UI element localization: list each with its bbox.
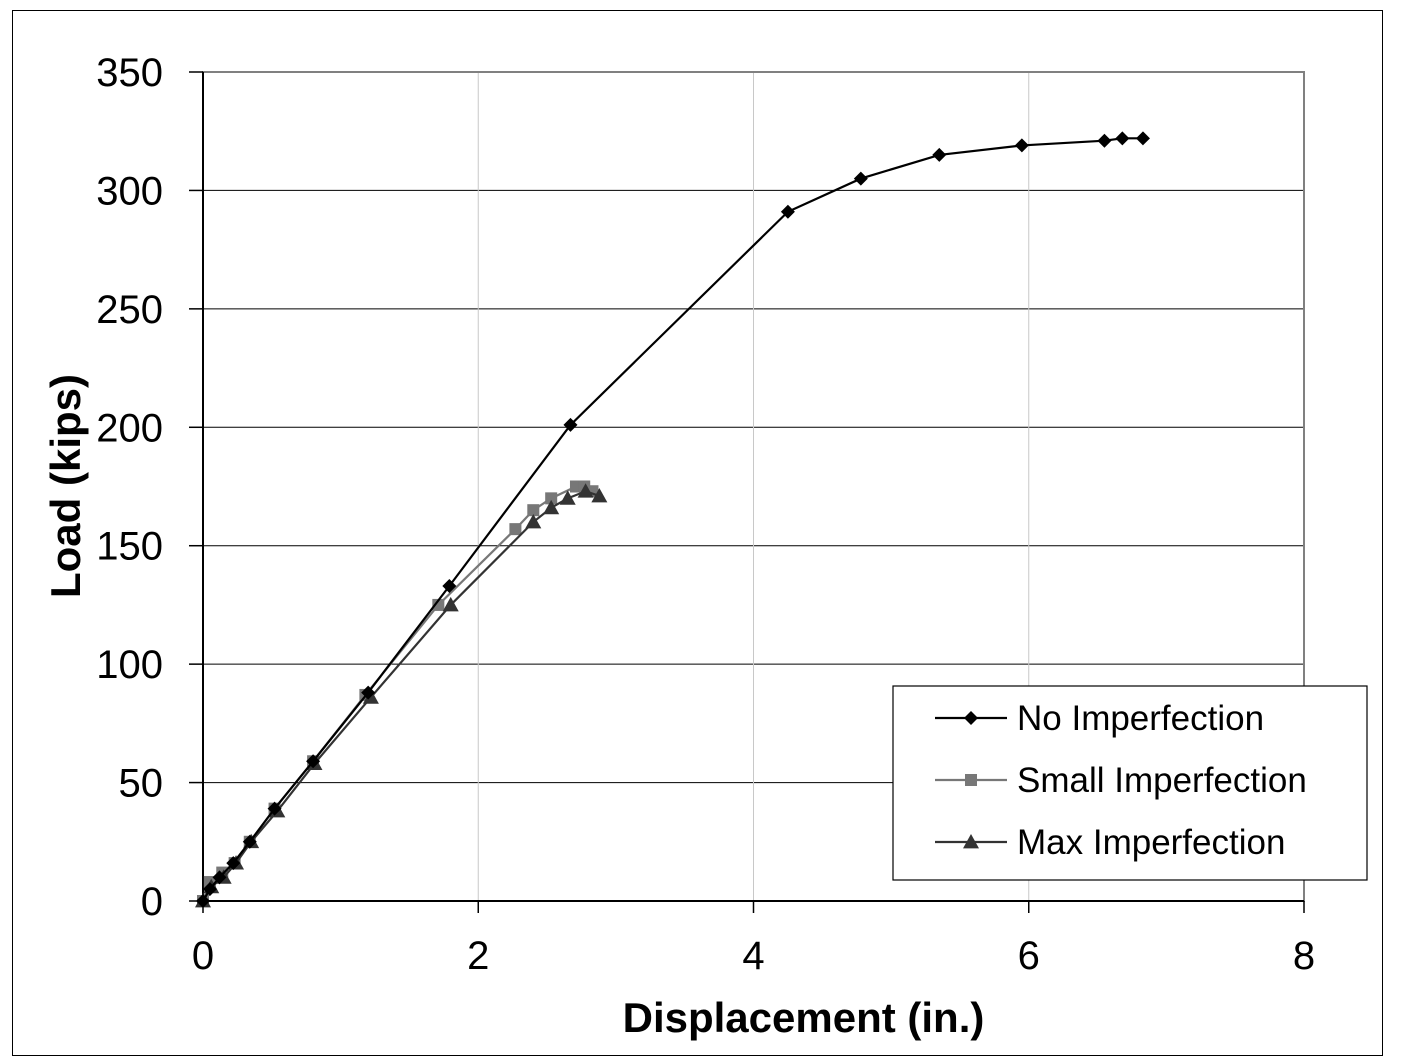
x-tick-label: 8 bbox=[1293, 934, 1315, 978]
y-tick-label: 350 bbox=[96, 51, 163, 95]
data-point bbox=[306, 754, 321, 769]
x-tick-label: 6 bbox=[1018, 934, 1040, 978]
data-point bbox=[1135, 131, 1150, 146]
data-point bbox=[212, 870, 227, 885]
data-point bbox=[196, 894, 210, 908]
y-tick-label: 100 bbox=[96, 643, 163, 687]
data-point bbox=[853, 171, 868, 186]
y-tick-label: 300 bbox=[96, 169, 163, 213]
data-point bbox=[527, 504, 540, 517]
data-point bbox=[442, 578, 457, 593]
data-point bbox=[559, 490, 576, 505]
series-no-imperfection bbox=[196, 131, 1150, 908]
data-point bbox=[242, 834, 257, 849]
series-layer bbox=[195, 131, 1150, 908]
data-point bbox=[267, 801, 282, 816]
legend-item: No Imperfection bbox=[935, 699, 1264, 738]
data-point bbox=[1097, 133, 1112, 148]
data-point bbox=[432, 598, 445, 611]
data-point bbox=[563, 417, 578, 432]
x-tick-label: 4 bbox=[742, 934, 764, 978]
data-point bbox=[202, 882, 217, 897]
y-tick-label: 150 bbox=[96, 525, 163, 569]
y-tick-label: 250 bbox=[96, 288, 163, 332]
data-point bbox=[525, 514, 542, 529]
data-point bbox=[1115, 131, 1130, 146]
data-point bbox=[780, 204, 795, 219]
x-tick-label: 2 bbox=[467, 934, 489, 978]
x-axis-title: Displacement (in.) bbox=[623, 994, 985, 1041]
y-tick-label: 200 bbox=[96, 406, 163, 450]
data-point bbox=[1014, 138, 1029, 153]
legend-item: Small Imperfection bbox=[935, 761, 1307, 800]
axes: 0 50 100 150 200 250 300 350 0 2 4 6 8 bbox=[96, 51, 1315, 978]
data-point bbox=[361, 685, 376, 700]
legend-swatch-marker bbox=[964, 711, 978, 725]
data-point bbox=[577, 483, 594, 498]
data-point bbox=[543, 499, 560, 515]
data-point bbox=[932, 147, 947, 162]
x-tick-label: 0 bbox=[192, 934, 214, 978]
legend: No Imperfection Small Imperfection Max Imp… bbox=[892, 685, 1368, 881]
y-tick-label: 0 bbox=[141, 880, 163, 924]
data-point bbox=[545, 492, 558, 505]
legend-label: No Imperfection bbox=[1017, 699, 1264, 738]
data-point bbox=[226, 856, 241, 871]
data-point bbox=[509, 523, 522, 536]
legend-label: Small Imperfection bbox=[1017, 761, 1307, 800]
y-tick-label: 50 bbox=[119, 762, 164, 806]
data-point bbox=[442, 596, 459, 612]
legend-label: Max Imperfection bbox=[1017, 823, 1285, 862]
legend-swatch-marker bbox=[963, 834, 979, 849]
gridlines bbox=[203, 72, 1304, 901]
data-point bbox=[591, 487, 608, 503]
legend-swatch-marker bbox=[965, 774, 977, 786]
legend-item: Max Imperfection bbox=[935, 823, 1285, 862]
y-axis-title: Load (kips) bbox=[42, 374, 89, 598]
